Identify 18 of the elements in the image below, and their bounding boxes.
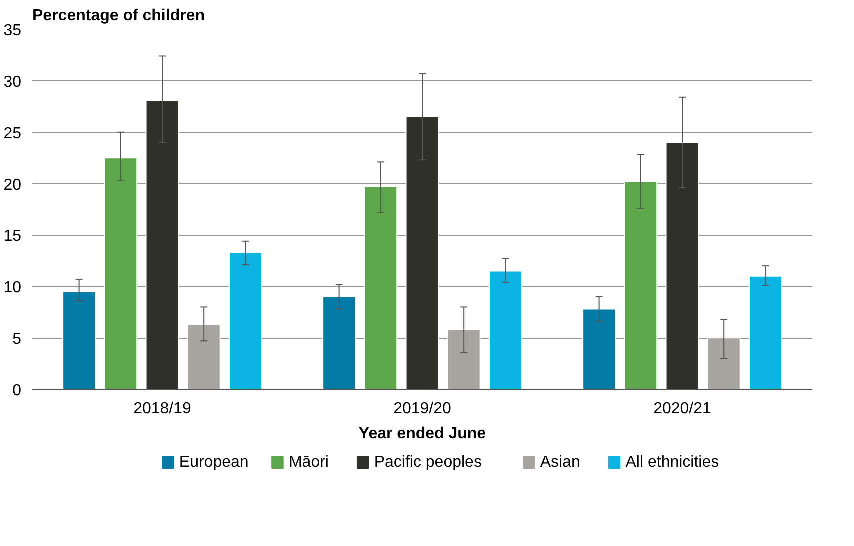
y-tick-label: 30 [4, 74, 22, 91]
y-tick-label: 35 [4, 22, 22, 40]
legend-label: Pacific peoples [374, 454, 482, 471]
y-tick-label: 10 [4, 280, 22, 297]
y-tick-label: 15 [4, 228, 22, 246]
x-tick-label: 2019/20 [394, 400, 452, 418]
y-tick-label: 20 [4, 176, 22, 194]
legend-label: Asian [540, 454, 580, 471]
legend-label: European [179, 454, 249, 471]
y-axis-title: Percentage of children [32, 8, 205, 24]
x-tick-label: 2020/21 [654, 400, 712, 418]
x-tick-label: 2018/19 [134, 400, 192, 418]
y-tick-label: 5 [12, 331, 22, 348]
y-tick-label: 0 [12, 382, 22, 400]
legend-label: Māori [288, 454, 329, 471]
y-tick-label: 25 [4, 125, 22, 142]
x-axis-title: Year ended June [358, 426, 486, 442]
legend-label: All ethnicities [626, 454, 720, 471]
